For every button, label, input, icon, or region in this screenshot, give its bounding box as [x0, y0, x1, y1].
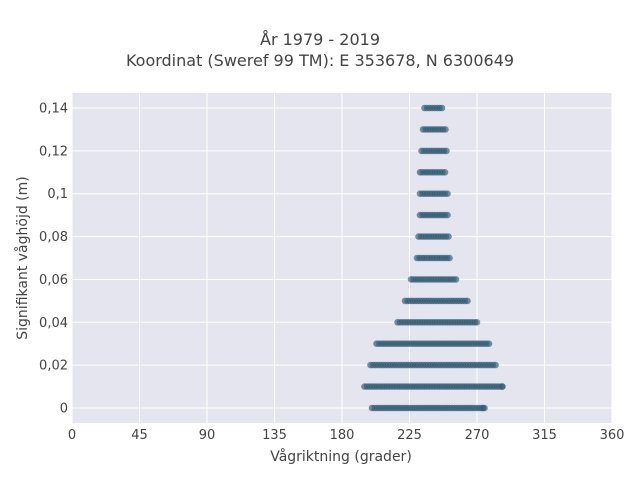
data-point: [438, 104, 446, 112]
grid: [71, 93, 613, 423]
y-tick-label: 0,02: [39, 359, 68, 374]
data-point: [446, 254, 453, 262]
x-tick-label: 225: [397, 428, 422, 443]
x-tick-label: 315: [532, 428, 557, 443]
data-point: [464, 297, 471, 305]
data-point: [442, 126, 449, 133]
data-point: [485, 340, 493, 348]
y-tick-label: 0,06: [39, 273, 68, 288]
x-tick-label: 270: [465, 428, 490, 443]
data-point: [444, 211, 451, 219]
y-tick-labels: 0 0,02 0,04 0,06 0,08 0,1 0,12 0,14: [39, 102, 68, 417]
x-tick-label: 90: [199, 428, 216, 443]
data-point: [492, 361, 499, 369]
x-tick-label: 360: [600, 428, 625, 443]
data-point: [473, 319, 481, 326]
x-tick-label: 180: [330, 428, 355, 443]
data-point: [443, 147, 450, 155]
x-tick-label: 135: [262, 428, 287, 443]
y-tick-label: 0,14: [39, 102, 68, 117]
data-point: [441, 169, 449, 176]
chart-title-line-1: År 1979 - 2019: [260, 30, 380, 49]
data-points: [361, 104, 506, 412]
x-axis-label: Vågriktning (grader): [270, 448, 412, 465]
y-tick-label: 0,04: [39, 316, 68, 331]
x-tick-label: 45: [131, 428, 148, 443]
y-axis-label: Signifikant våghöjd (m): [14, 176, 31, 339]
x-tick-label: 0: [68, 428, 76, 443]
y-tick-label: 0: [60, 402, 68, 417]
data-point: [444, 190, 451, 197]
chart-title-line-2: Koordinat (Sweref 99 TM): E 353678, N 63…: [125, 51, 515, 70]
y-tick-label: 0,08: [39, 230, 68, 245]
y-tick-label: 0,1: [47, 187, 68, 202]
data-point: [452, 276, 460, 283]
x-tick-labels: 0 45 90 135 180 225 270 315 360: [68, 428, 625, 443]
data-point: [499, 383, 506, 390]
data-point: [445, 233, 452, 240]
y-tick-label: 0,12: [39, 144, 68, 159]
data-point: [479, 404, 487, 412]
